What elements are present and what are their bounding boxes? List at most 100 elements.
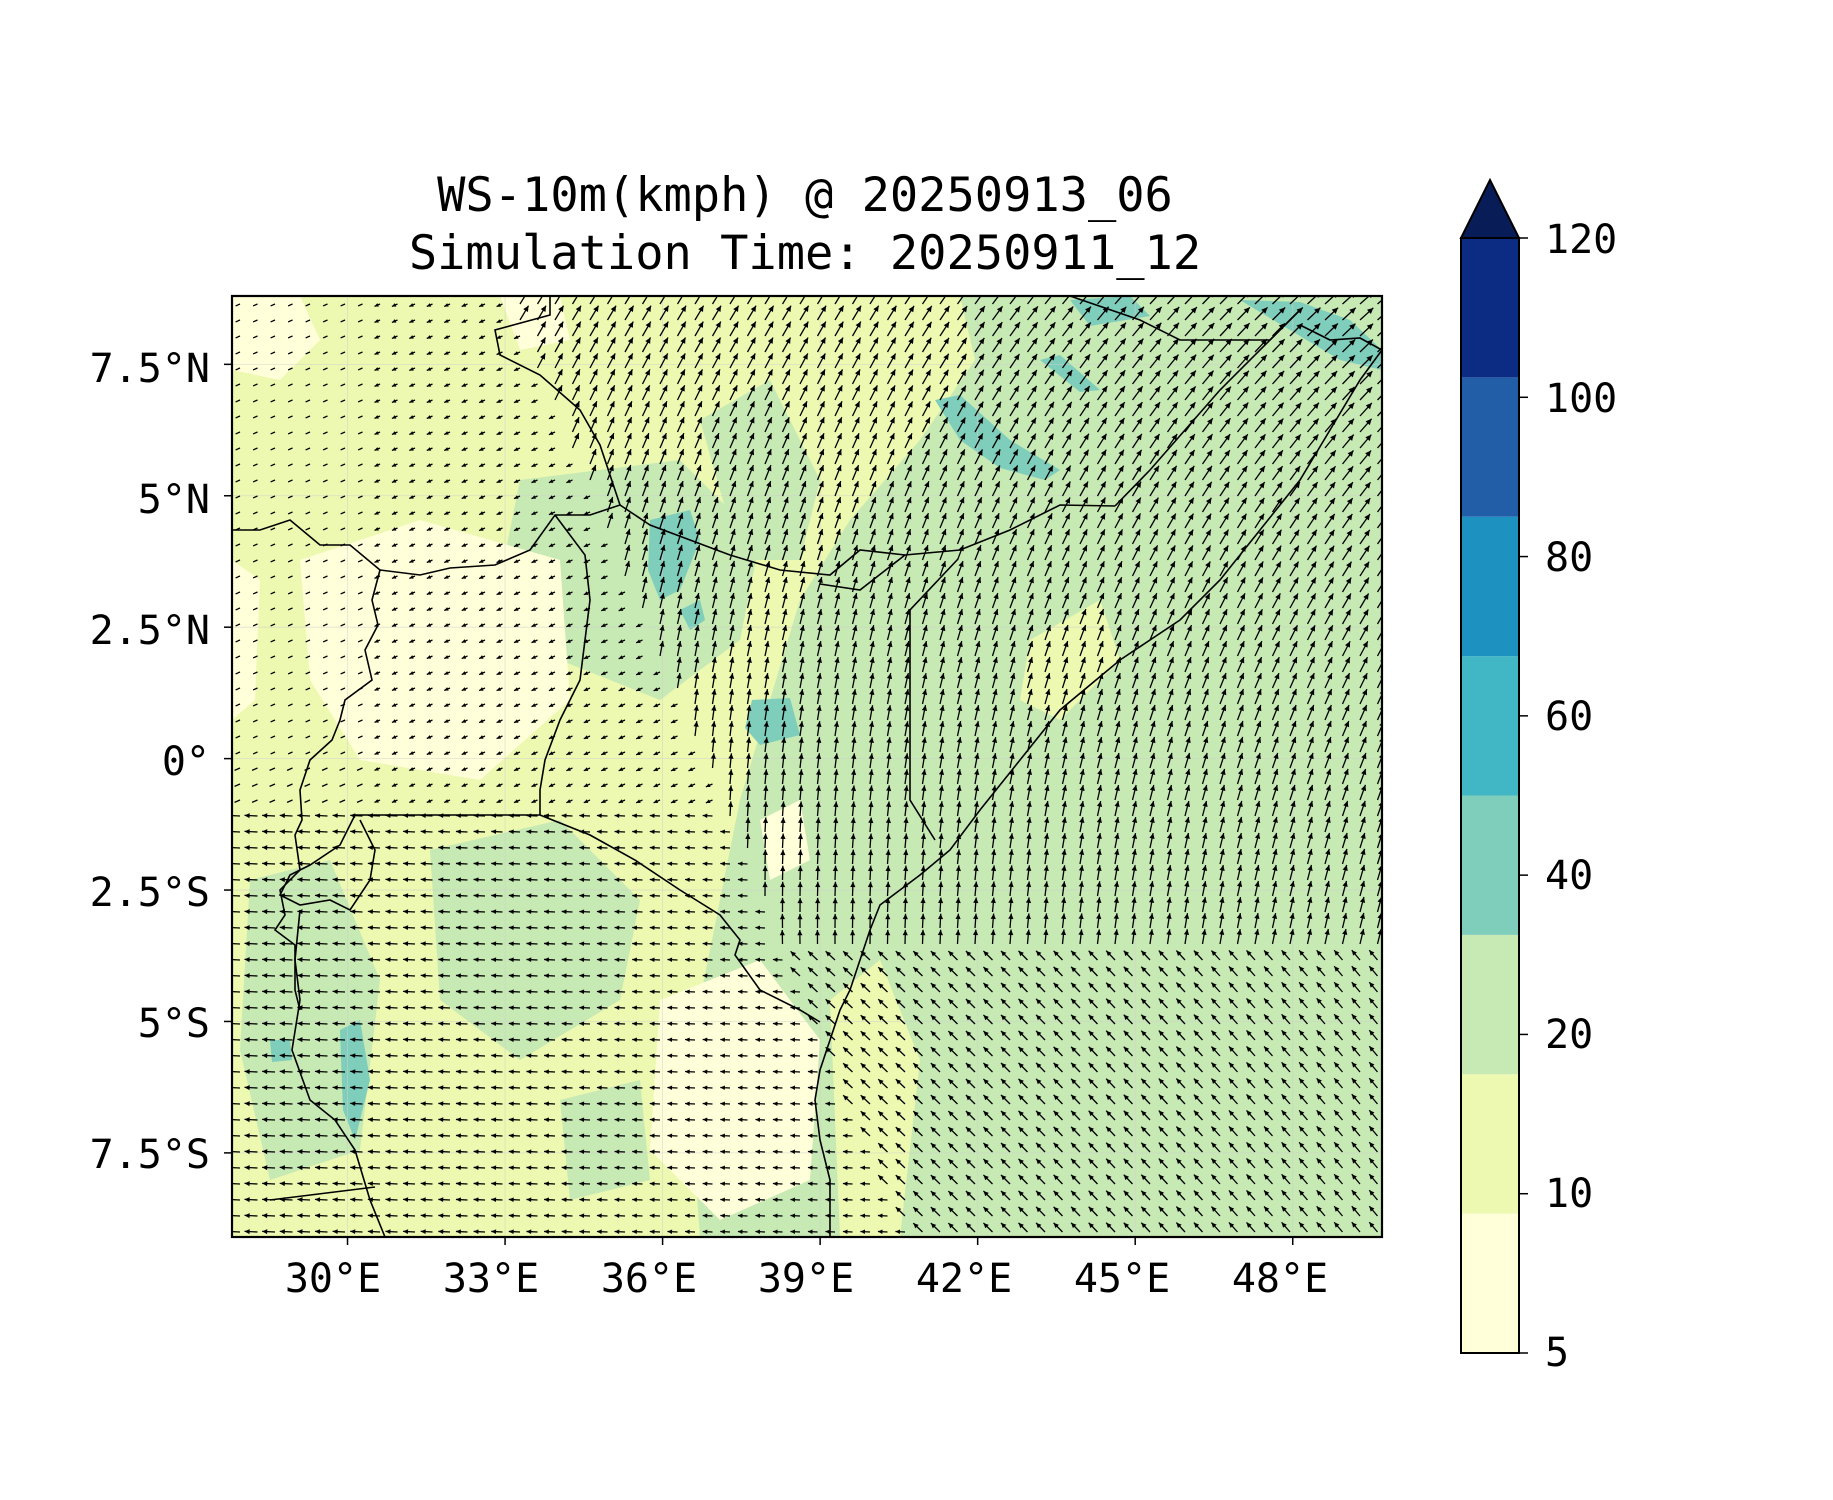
wind-arrow xyxy=(939,321,950,337)
wind-arrow xyxy=(694,321,704,337)
wind-arrow xyxy=(764,385,773,401)
wind-arrow xyxy=(746,464,755,481)
wind-arrow xyxy=(531,511,538,516)
wind-arrow xyxy=(694,448,702,465)
wind-arrow xyxy=(1359,323,1374,337)
wind-arrow xyxy=(287,463,293,467)
wind-arrow xyxy=(566,527,573,532)
wind-arrow xyxy=(624,400,633,417)
wind-arrow xyxy=(834,305,845,321)
wind-arrow xyxy=(869,353,879,369)
colorbar-segment xyxy=(1461,934,1519,1075)
wind-arrow xyxy=(694,369,704,385)
wind-arrow xyxy=(1324,338,1339,353)
wind-arrow xyxy=(886,369,896,385)
wind-arrow xyxy=(1079,401,1090,417)
wind-arrow xyxy=(711,337,722,353)
wind-arrow xyxy=(322,415,328,419)
wind-arrow xyxy=(1009,528,1018,545)
wind-arrow xyxy=(461,319,468,324)
wind-arrow xyxy=(1254,402,1267,417)
wind-arrow xyxy=(676,448,685,465)
wind-arrow xyxy=(322,399,328,403)
wind-arrow xyxy=(496,479,503,484)
wind-arrow xyxy=(1324,465,1337,481)
wind-arrow xyxy=(1079,433,1090,449)
wind-arrow xyxy=(357,367,363,371)
wind-arrow xyxy=(426,431,433,436)
wind-arrow xyxy=(624,385,633,401)
wind-arrow xyxy=(496,415,503,420)
wind-arrow xyxy=(729,480,737,497)
wind-arrow xyxy=(374,511,381,516)
colorbar-label-120: 120 xyxy=(1545,217,1618,263)
wind-arrow xyxy=(904,417,913,433)
wind-arrow xyxy=(340,495,346,499)
wind-arrow xyxy=(956,512,965,529)
wind-arrow xyxy=(287,511,293,515)
wind-arrow xyxy=(409,495,416,500)
wind-arrow xyxy=(746,496,754,513)
wind-arrow xyxy=(676,400,685,417)
wind-arrow xyxy=(287,495,293,499)
wind-arrow xyxy=(624,496,631,513)
wind-arrow xyxy=(694,337,704,353)
wind-arrow xyxy=(799,416,808,433)
wind-arrow xyxy=(1061,465,1072,481)
wind-arrow xyxy=(252,495,258,499)
wind-arrow xyxy=(606,369,616,385)
wind-arrow xyxy=(886,512,894,529)
wind-arrow xyxy=(1377,457,1382,465)
wind-arrow xyxy=(886,464,895,481)
wind-arrow xyxy=(659,528,666,545)
wind-arrow xyxy=(357,415,363,419)
wind-arrow xyxy=(391,447,398,452)
wind-arrow xyxy=(1271,497,1283,513)
wind-arrow xyxy=(1237,338,1250,353)
wind-arrow xyxy=(676,416,685,433)
wind-arrow xyxy=(1167,306,1180,321)
wind-arrow xyxy=(1044,528,1053,545)
wind-arrow xyxy=(1359,481,1372,497)
wind-arrow xyxy=(340,447,346,451)
wind-arrow xyxy=(799,432,808,449)
wind-arrow xyxy=(235,495,241,499)
wind-arrow xyxy=(904,321,915,337)
wind-arrow xyxy=(235,479,241,483)
wind-arrow xyxy=(391,431,398,436)
wind-arrow xyxy=(1184,465,1195,481)
wind-arrow xyxy=(1184,354,1197,369)
colorbar-label-100: 100 xyxy=(1545,376,1618,422)
wind-arrow xyxy=(1341,497,1354,513)
wind-arrow xyxy=(461,527,468,532)
wind-arrow xyxy=(799,337,809,353)
wind-arrow xyxy=(270,415,276,419)
wind-arrow xyxy=(548,511,556,516)
wind-arrow xyxy=(531,543,538,548)
wind-arrow xyxy=(851,401,861,417)
wind-arrow xyxy=(461,399,468,404)
wind-arrow xyxy=(571,337,582,353)
wind-arrow xyxy=(583,511,591,516)
wind-arrow xyxy=(1236,417,1249,433)
wind-arrow xyxy=(391,511,398,516)
wind-arrow xyxy=(583,543,591,548)
wind-arrow xyxy=(799,480,807,497)
wind-arrow xyxy=(729,432,738,449)
wind-arrow xyxy=(1236,497,1248,513)
map-title-simulation-time: Simulation Time: 20250911_12 xyxy=(408,226,1202,281)
wind-arrow xyxy=(1149,370,1162,385)
wind-arrow xyxy=(461,303,468,308)
wind-arrow xyxy=(1254,513,1265,529)
wind-arrow xyxy=(1306,497,1318,513)
wind-arrow xyxy=(1254,433,1266,449)
wind-arrow xyxy=(1044,369,1056,385)
lon-label-39e: 39°E xyxy=(757,1256,855,1302)
wind-arrow xyxy=(676,528,684,545)
wind-arrow xyxy=(851,512,859,529)
wind-arrow xyxy=(1061,353,1074,369)
wind-arrow xyxy=(1026,305,1039,321)
strong-patch-small-2 xyxy=(680,600,705,630)
wind-arrow xyxy=(1079,529,1088,545)
wind-arrow xyxy=(1166,354,1179,369)
